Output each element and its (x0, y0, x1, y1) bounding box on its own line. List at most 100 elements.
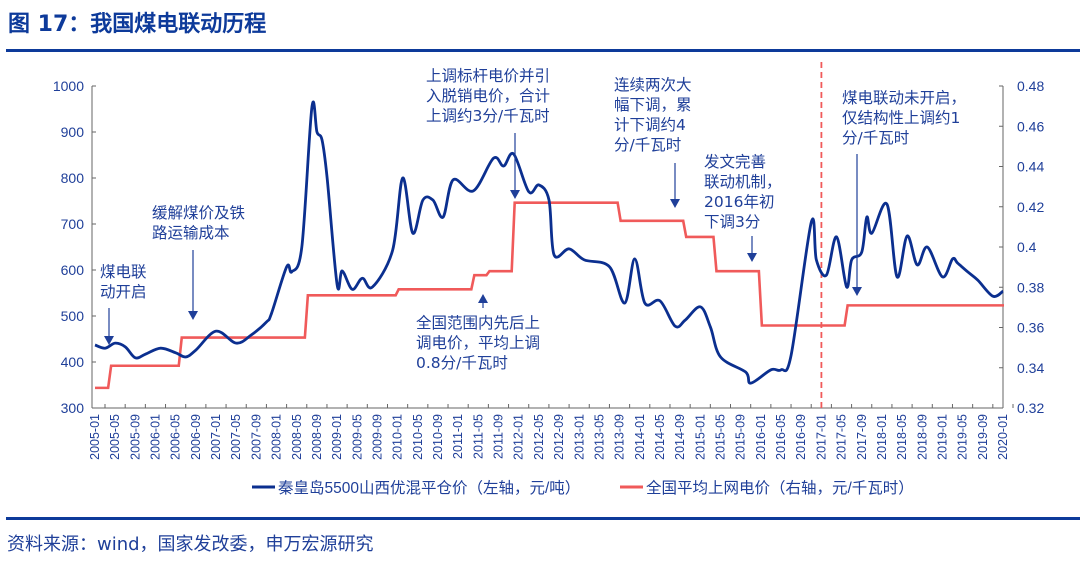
x-tick-label: 2018-01 (875, 414, 889, 460)
title-divider (6, 49, 1080, 52)
x-tick-label: 2006-01 (149, 414, 163, 460)
left-tick-label: 900 (61, 124, 85, 140)
x-tick-label: 2013-05 (592, 414, 606, 460)
right-tick-label: 0.34 (1017, 360, 1044, 376)
x-tick-label: 2009-05 (350, 414, 364, 460)
annotation-arrow-head-icon (852, 287, 862, 296)
annotation-line: 2016年初 (704, 193, 775, 211)
right-tick-label: 0.42 (1017, 199, 1044, 215)
x-tick-label: 2011-09 (492, 414, 506, 459)
x-tick-label: 2005-01 (88, 414, 102, 460)
annotation-arrow-head-icon (747, 253, 757, 262)
annotation-line: 分/千瓦时 (842, 129, 910, 147)
annotation-text: 全国范围内先后上 调电价，平均上调 0.8分/千瓦时 (416, 313, 540, 373)
annotation-text: 煤电联动未开启， 仅结构性上调约1 分/千瓦时 (842, 88, 966, 148)
x-tick-label: 2016-01 (754, 414, 768, 460)
annotation-line: 上调约3分/千瓦时 (426, 107, 550, 125)
annotation-line: 连续两次大 (614, 76, 692, 94)
x-tick-label: 2014-05 (653, 414, 667, 460)
x-tick-label: 2018-05 (895, 414, 909, 460)
x-tick-label: 2008-09 (310, 414, 324, 460)
right-tick-label: 0.36 (1017, 320, 1044, 336)
x-tick-label: 2007-09 (249, 414, 263, 460)
x-tick-label: 2009-01 (330, 414, 344, 460)
right-tick-label: 0.38 (1017, 279, 1044, 295)
left-tick-label: 600 (61, 262, 85, 278)
x-tick-label: 2012-05 (532, 414, 546, 460)
x-tick-label: 2017-01 (814, 414, 828, 460)
legend-label-electricity: 全国平均上网电价（右轴，元/千瓦时） (646, 479, 914, 497)
legend-label-coal: 秦皇岛5500山西优混平仓价（左轴，元/吨） (278, 479, 580, 497)
right-tick-label: 0.32 (1017, 400, 1044, 416)
right-tick-label: 0.46 (1017, 118, 1044, 134)
x-tick-label: 2007-05 (229, 414, 243, 460)
x-tick-label: 2017-09 (855, 414, 869, 460)
right-tick-label: 0.4 (1017, 239, 1037, 255)
source-note: 资料来源：wind，国家发改委，申万宏源研究 (7, 534, 374, 555)
footer-divider (6, 517, 1080, 520)
x-tick-label: 2010-05 (411, 414, 425, 460)
x-tick-label: 2012-01 (512, 414, 526, 460)
annotation-line: 上调标杆电价并引 (426, 67, 551, 85)
x-tick-label: 2010-09 (431, 414, 445, 460)
left-tick-label: 1000 (53, 78, 84, 94)
left-tick-label: 300 (61, 400, 85, 416)
x-tick-label: 2019-01 (935, 414, 949, 460)
annotation-line: 调电价，平均上调 (416, 334, 541, 352)
x-tick-label: 2014-01 (633, 414, 647, 460)
annotation-line: 路运输成本 (152, 224, 230, 242)
annotation-line: 煤电联动未开启， (842, 89, 967, 107)
x-tick-label: 2006-05 (169, 414, 183, 460)
annotation-arrow-head-icon (510, 190, 520, 199)
annotation-line: 仅结构性上调约1 (842, 109, 961, 127)
left-tick-label: 800 (61, 170, 85, 186)
x-tick-label: 2009-09 (370, 414, 384, 460)
x-tick-label: 2007-01 (209, 414, 223, 460)
x-tick-label: 2014-09 (673, 414, 687, 460)
annotation-text: 上调标杆电价并引 入脱销电价，合计 上调约3分/千瓦时 (426, 66, 550, 126)
x-tick-label: 2016-09 (794, 414, 808, 460)
x-tick-label: 2020-01 (996, 414, 1010, 460)
annotation-line: 煤电联 (100, 263, 147, 281)
x-tick-label: 2016-05 (774, 414, 788, 460)
x-tick-label: 2013-01 (572, 414, 586, 460)
annotation-text: 缓解煤价及铁 路运输成本 (152, 203, 245, 243)
annotation-line: 幅下调，累 (614, 96, 692, 114)
annotation-line: 入脱销电价，合计 (426, 87, 551, 105)
series-electricity-price-line (95, 201, 1004, 390)
left-tick-label: 400 (61, 354, 85, 370)
x-tick-label: 2010-01 (391, 414, 405, 460)
series-coal-price-line (94, 100, 1004, 385)
annotation-text: 连续两次大幅下调，累计下调约4 分/千瓦时 (614, 75, 692, 155)
x-tick-label: 2008-05 (290, 414, 304, 460)
annotation-arrow-head-icon (478, 294, 488, 303)
x-tick-label: 2008-01 (270, 414, 284, 460)
annotation-text: 发文完善联动机制， 2016年初 下调3分 (704, 152, 782, 232)
x-tick-label: 2015-01 (693, 414, 707, 460)
annotation-line: 0.8分/千瓦时 (416, 354, 508, 372)
annotation-text: 煤电联 动开启 (100, 262, 147, 302)
right-tick-label: 0.48 (1017, 78, 1044, 94)
annotation-arrow-head-icon (188, 311, 198, 320)
annotation-arrow-head-icon (670, 199, 680, 208)
annotation-line: 分/千瓦时 (614, 136, 682, 154)
annotation-line: 缓解煤价及铁 (152, 204, 246, 222)
annotation-line: 发文完善 (704, 153, 767, 171)
x-tick-label: 2015-05 (714, 414, 728, 460)
annotation-line: 联动机制， (704, 173, 782, 191)
x-tick-label: 2005-09 (128, 414, 142, 460)
annotation-arrow-head-icon (104, 336, 114, 345)
x-tick-label: 2019-05 (956, 414, 970, 460)
x-tick-label: 2015-09 (734, 414, 748, 460)
annotation-line: 计下调约4 (614, 116, 686, 134)
x-tick-label: 2005-05 (108, 414, 122, 460)
right-tick-label: 0.44 (1017, 159, 1044, 175)
x-tick-label: 2017-05 (835, 414, 849, 460)
figure-title: 图 17：我国煤电联动历程 (8, 12, 267, 37)
x-tick-label: 2012-09 (552, 414, 566, 460)
annotation-line: 下调3分 (704, 213, 761, 231)
x-tick-label: 2011-05 (471, 414, 485, 459)
x-tick-label: 2006-09 (189, 414, 203, 460)
